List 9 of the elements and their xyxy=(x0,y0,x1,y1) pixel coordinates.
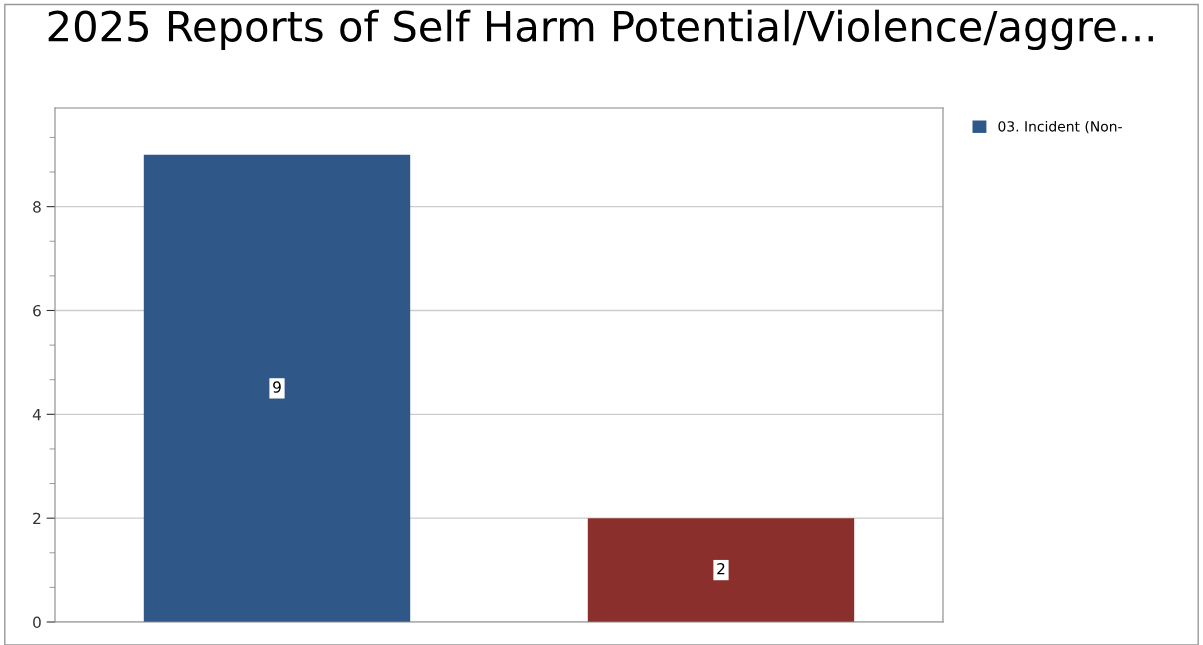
y-tick-label: 4 xyxy=(32,408,41,421)
data-label: 9 xyxy=(273,381,281,393)
data-label: 2 xyxy=(717,562,725,575)
y-tick-label: 8 xyxy=(33,201,41,213)
y-tick-label: 6 xyxy=(33,304,41,317)
chart-title: 2025 Reports of Self Harm Potential/Violence/aggre... xyxy=(48,9,1153,50)
y-tick-label: 0 xyxy=(33,616,41,629)
legend-label: 03. Incident (Non- xyxy=(998,120,1122,134)
y-tick-label: 2 xyxy=(33,512,41,524)
